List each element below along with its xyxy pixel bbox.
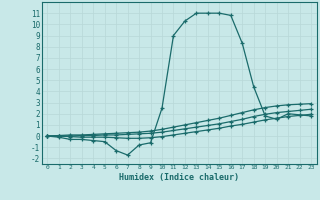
X-axis label: Humidex (Indice chaleur): Humidex (Indice chaleur): [119, 173, 239, 182]
